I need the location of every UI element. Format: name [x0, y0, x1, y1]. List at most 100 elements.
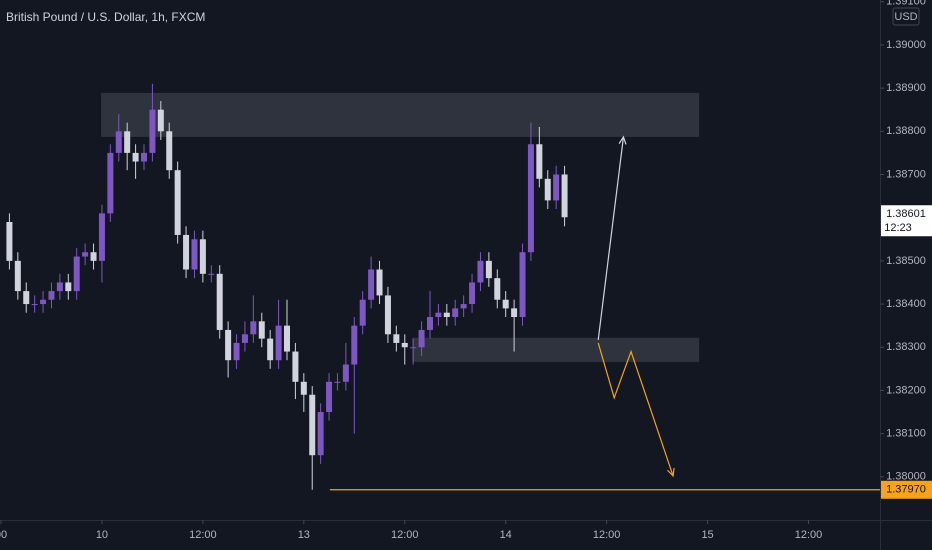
y-tick-label: 1.38100 [886, 428, 926, 440]
arrow-head [618, 135, 627, 145]
candle-body [183, 234, 190, 270]
candle-body [469, 282, 476, 305]
currency-box [892, 7, 920, 26]
candle-body [250, 321, 257, 335]
y-tick-label: 1.38300 [886, 341, 926, 353]
candle-body [40, 299, 47, 305]
candle-body [141, 152, 148, 162]
candle-body [241, 334, 248, 343]
candle-body [208, 273, 215, 275]
candle-body [23, 291, 30, 305]
y-tick-label: 1.39000 [886, 39, 926, 51]
candle-body [317, 412, 324, 456]
arrow-path [597, 136, 625, 340]
candle-body [384, 295, 391, 335]
candle-body [502, 299, 509, 309]
candle-body [359, 299, 366, 326]
candle-body [258, 321, 265, 339]
candle-body [216, 273, 223, 330]
last-price-box [881, 205, 932, 237]
candle-body [233, 342, 240, 361]
y-tick-label: 1.38200 [886, 384, 926, 396]
candle-body [157, 109, 164, 132]
level-price-box [881, 480, 932, 499]
candle-body [267, 338, 274, 361]
candle-body [166, 131, 173, 171]
candle-body [435, 312, 442, 318]
candle-body [90, 252, 97, 261]
x-tick-label: 12:00 [391, 529, 419, 541]
candle-body [544, 178, 551, 201]
candle-body [292, 351, 299, 382]
x-tick-label: 14 [500, 529, 512, 541]
candle-body [519, 252, 526, 318]
last-price-label: 1.38601 [886, 208, 926, 220]
y-tick-label: 1.39100 [886, 0, 926, 8]
x-tick-label: 12:00 [795, 529, 823, 541]
y-tick-label: 1.38400 [886, 298, 926, 310]
candle-body [561, 174, 568, 218]
candle-body [107, 152, 114, 214]
candle-body [410, 347, 417, 349]
y-tick-label: 1.38700 [886, 168, 926, 180]
arrow-head [667, 467, 675, 478]
x-tick-label: 12:00 [189, 529, 217, 541]
candle-body [56, 282, 63, 292]
chart-title: British Pound / U.S. Dollar, 1h, FXCM [6, 10, 205, 24]
candle-body [174, 170, 181, 235]
candle-body [65, 282, 72, 292]
candle-body [443, 312, 450, 318]
candle-body [326, 381, 333, 413]
candle-body [494, 278, 501, 300]
candle-body [6, 221, 13, 261]
currency-label: USD [894, 11, 917, 23]
zone [412, 337, 700, 362]
candle-body [342, 364, 349, 382]
candle-body [283, 325, 290, 352]
candle-body [401, 342, 408, 348]
candle-body [334, 381, 341, 383]
candle-body [393, 334, 400, 343]
plot-area [6, 83, 700, 490]
candle-body [98, 213, 105, 261]
x-tick-label: 13 [298, 529, 310, 541]
candle-body [199, 239, 206, 274]
candle-body [275, 325, 282, 361]
candle-body [48, 291, 55, 300]
x-tick-label: 12:00 [593, 529, 621, 541]
x-tick-label: 10 [96, 529, 108, 541]
candle-body [132, 152, 139, 162]
candle-body [14, 260, 21, 292]
candle-body [31, 304, 38, 306]
candle-body [73, 256, 80, 292]
candle-body [485, 260, 492, 279]
x-tick-label: 00 [0, 529, 7, 541]
countdown-label: 12:23 [884, 222, 912, 234]
candle-body [511, 308, 518, 318]
candle-body [351, 325, 358, 365]
candle-body [225, 329, 232, 361]
candle-body [309, 394, 316, 456]
zone [101, 92, 700, 137]
candle-body [460, 304, 467, 309]
candle-body [82, 252, 89, 257]
y-tick-label: 1.38800 [886, 125, 926, 137]
candle-body [368, 269, 375, 300]
arrow-path [597, 342, 674, 477]
candle-body [527, 144, 534, 253]
candle-body [553, 174, 560, 201]
x-tick-label: 15 [701, 529, 713, 541]
candle-body [124, 131, 131, 153]
y-tick-label: 1.38500 [886, 255, 926, 267]
candle-body [426, 317, 433, 330]
candle-body [477, 260, 484, 283]
candle-body [115, 131, 122, 153]
candle-body [452, 308, 459, 318]
candle-body [418, 329, 425, 348]
candle-body [536, 144, 543, 179]
level-price-label: 1.37970 [886, 484, 926, 496]
candle-body [376, 269, 383, 296]
y-tick-label: 1.38000 [886, 471, 926, 483]
